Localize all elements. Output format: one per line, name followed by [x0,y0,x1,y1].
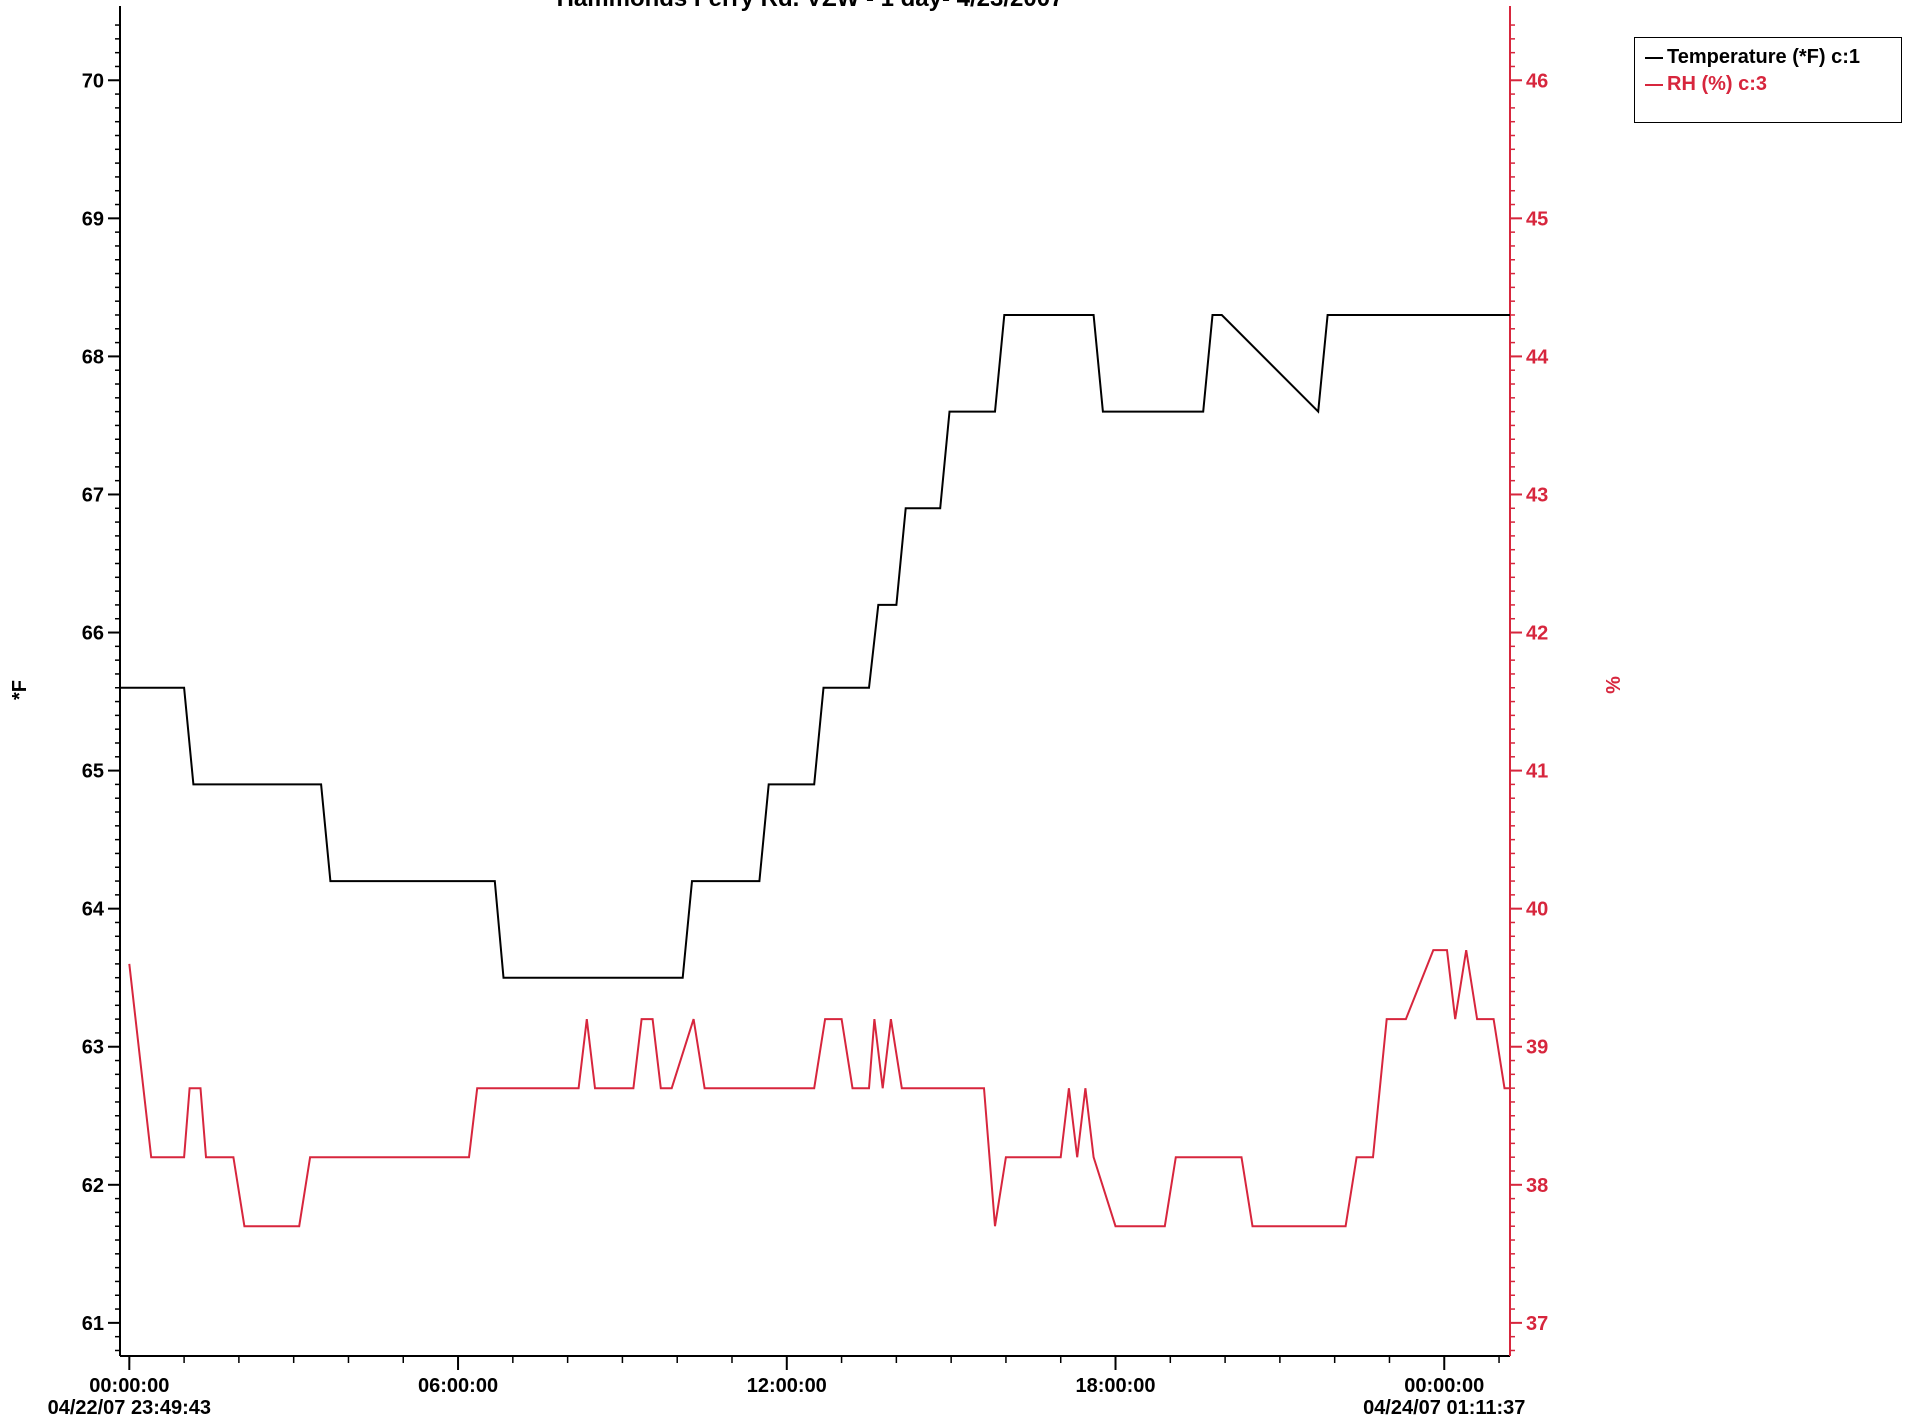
y-left-axis-title: *F [9,680,31,700]
y-left-tick-label: 68 [82,346,104,368]
y-right-tick-label: 39 [1526,1037,1548,1059]
x-tick-label: 06:00:00 [418,1375,498,1397]
y-left-tick-label: 70 [82,70,104,92]
y-left-tick-label: 66 [82,623,104,645]
legend-item-temperature: Temperature (*F) c:1 [1645,46,1860,69]
y-right-axis-title: % [1603,676,1625,694]
y-left-tick-label: 69 [82,208,104,230]
rh-series-line [128,949,1510,1228]
y-left-tick-label: 65 [82,761,104,783]
y-right-tick-label: 43 [1526,484,1548,506]
x-tick-label: 18:00:00 [1075,1375,1155,1397]
x-tick-label: 12:00:00 [747,1375,827,1397]
y-left-tick-label: 61 [82,1313,104,1335]
legend-item-rh: RH (%) c:3 [1645,73,1767,96]
x-tick-sublabel: 04/24/07 01:11:37 [1363,1397,1525,1419]
y-right-tick-label: 37 [1526,1313,1548,1335]
y-right-tick-label: 42 [1526,623,1548,645]
legend-swatch-rh [1645,83,1663,86]
legend: Temperature (*F) c:1 RH (%) c:3 [1634,37,1902,123]
y-right-tick-label: 38 [1526,1175,1548,1197]
y-right-tick-label: 41 [1526,761,1548,783]
legend-swatch-temperature [1645,56,1663,59]
y-left-tick-label: 67 [82,484,104,506]
x-tick-sublabel: 04/22/07 23:49:43 [48,1397,211,1419]
x-tick-label: 00:00:00 [1404,1375,1484,1397]
y-right-tick-label: 45 [1526,208,1548,230]
legend-label-temperature: Temperature (*F) c:1 [1667,46,1861,68]
y-left-tick-label: 63 [82,1037,104,1059]
temperature-series-line [120,314,1510,979]
y-left-tick-label: 64 [82,899,105,921]
y-right-tick-label: 44 [1526,346,1549,368]
legend-label-rh: RH (%) c:3 [1667,73,1768,95]
y-right-tick-label: 46 [1526,70,1548,92]
y-right-tick-label: 40 [1526,899,1548,921]
chart-title: Hammonds Ferry Rd. VZW - 1 day- 4/23/200… [557,0,1064,12]
y-left-tick-label: 62 [82,1175,104,1197]
x-tick-label: 00:00:00 [89,1375,169,1397]
